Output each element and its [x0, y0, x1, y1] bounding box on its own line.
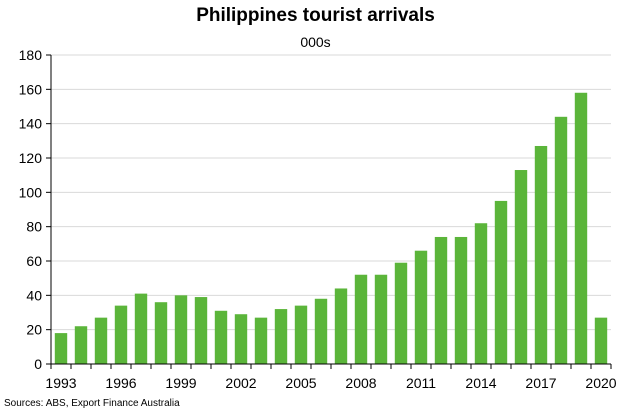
bar-2005 — [294, 305, 308, 364]
x-tick-label: 2008 — [345, 375, 376, 391]
bar-2016 — [514, 170, 528, 364]
bar-2017 — [534, 145, 548, 364]
x-tick-label: 2005 — [285, 375, 316, 391]
bars — [54, 92, 608, 365]
x-tick-label: 1996 — [105, 375, 136, 391]
bar-2004 — [274, 309, 288, 364]
bar-2003 — [254, 317, 268, 364]
x-tick-label: 2002 — [225, 375, 256, 391]
x-tick-label: 1999 — [165, 375, 196, 391]
bar-2007 — [334, 288, 348, 364]
bar-2014 — [474, 223, 488, 364]
y-tick-label: 100 — [19, 184, 43, 200]
chart-source: Sources: ABS, Export Finance Australia — [4, 398, 180, 409]
bar-2002 — [234, 314, 248, 364]
bar-2000 — [194, 297, 208, 364]
bar-2013 — [454, 236, 468, 364]
y-tick-label: 20 — [26, 322, 42, 338]
bar-2011 — [414, 250, 428, 364]
bar-1993 — [54, 333, 68, 364]
bar-2008 — [354, 274, 368, 364]
y-tick-label: 180 — [19, 47, 43, 63]
bar-2010 — [394, 262, 408, 364]
bar-2018 — [554, 116, 568, 364]
y-tick-label: 120 — [19, 150, 43, 166]
bar-2015 — [494, 200, 508, 364]
y-tick-label: 80 — [26, 219, 42, 235]
y-tick-label: 40 — [26, 287, 42, 303]
x-tick-label: 2017 — [525, 375, 556, 391]
bar-1998 — [154, 302, 168, 364]
bar-1996 — [114, 305, 128, 364]
tick-labels: 0 20 40 60 80 100 120 140 160 180 1993 1996 1999 2002… — [19, 47, 617, 391]
chart-subtitle: 000s — [300, 34, 331, 50]
bar-1999 — [174, 295, 188, 364]
x-tick-label: 1993 — [45, 375, 76, 391]
y-tick-label: 160 — [19, 81, 43, 97]
y-tick-label: 0 — [34, 356, 42, 372]
y-tick-label: 60 — [26, 253, 42, 269]
x-tick-label: 2020 — [585, 375, 616, 391]
bar-2006 — [314, 298, 328, 364]
bar-1995 — [94, 317, 108, 364]
bar-2019 — [574, 92, 588, 365]
chart-title: Philippines tourist arrivals — [196, 5, 435, 26]
bar-1997 — [134, 293, 148, 364]
bar-1994 — [74, 326, 88, 364]
bar-2020 — [594, 317, 608, 364]
x-tick-label: 2014 — [465, 375, 496, 391]
bar-2001 — [214, 310, 228, 364]
bar-2009 — [374, 274, 388, 364]
axes — [46, 54, 612, 369]
bar-2012 — [434, 236, 448, 364]
x-tick-label: 2011 — [406, 375, 436, 391]
y-tick-label: 140 — [19, 116, 43, 132]
